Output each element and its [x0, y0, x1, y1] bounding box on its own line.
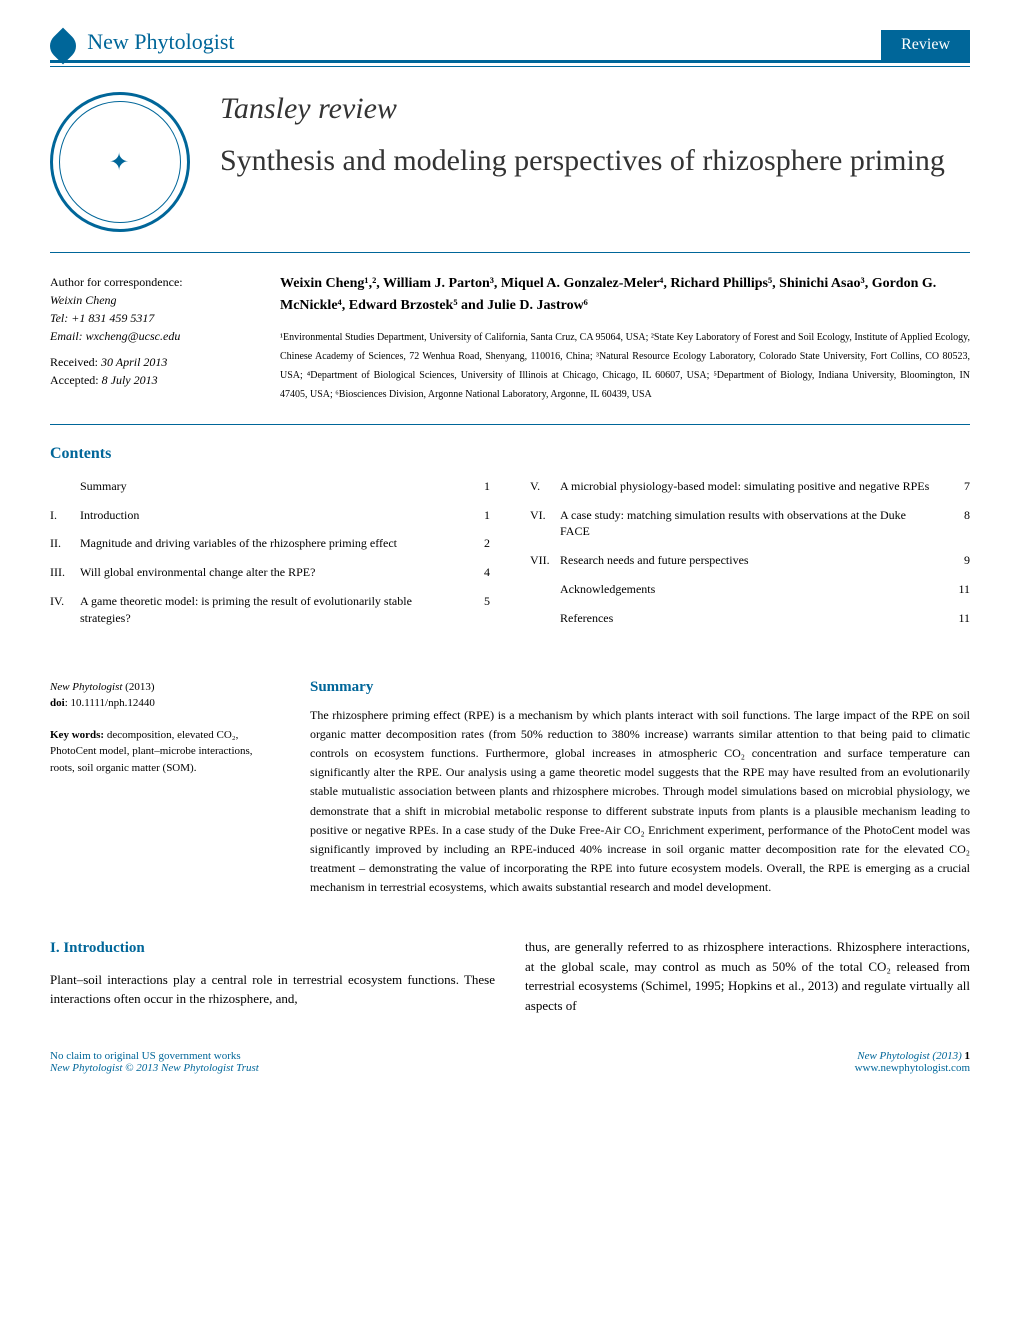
contents-page-number: 8: [950, 507, 970, 541]
header-underline: [50, 66, 970, 67]
contents-item-title: Summary: [80, 478, 470, 495]
review-badge: Review: [881, 30, 970, 60]
contents-item-title: A game theoretic model: is priming the r…: [80, 593, 470, 627]
contents-item-title: References: [560, 610, 950, 627]
keywords-block: Key words: decomposition, elevated CO₂, …: [50, 727, 280, 777]
series-title: Tansley review: [220, 92, 970, 126]
contents-number: [530, 610, 560, 627]
introduction-section: I. Introduction Plant–soil interactions …: [50, 937, 970, 1015]
footer-journal: New Phytologist (2013): [857, 1050, 962, 1062]
top-header-bar: New Phytologist Review: [50, 30, 970, 63]
contents-heading: Contents: [50, 445, 970, 463]
contents-row: VII.Research needs and future perspectiv…: [530, 552, 970, 569]
contents-col-right: V.A microbial physiology-based model: si…: [530, 478, 970, 639]
received-date: 30 April 2013: [101, 355, 167, 369]
contents-row: I.Introduction1: [50, 507, 490, 524]
title-header-section: ✦ Tansley review Synthesis and modeling …: [50, 92, 970, 232]
contents-number: [50, 478, 80, 495]
summary-text: The rhizosphere priming effect (RPE) is …: [310, 706, 970, 898]
contents-item-title: Acknowledgements: [560, 581, 950, 598]
title-block: Tansley review Synthesis and modeling pe…: [220, 92, 970, 232]
summary-content-column: Summary The rhizosphere priming effect (…: [310, 679, 970, 898]
intro-text-col2: thus, are generally referred to as rhizo…: [525, 937, 970, 1015]
contents-table: Summary1I.Introduction1II.Magnitude and …: [50, 478, 970, 639]
summary-metadata-column: New Phytologist (2013) doi: 10.1111/nph.…: [50, 679, 280, 898]
contents-row: II.Magnitude and driving variables of th…: [50, 535, 490, 552]
intro-col-left: I. Introduction Plant–soil interactions …: [50, 937, 495, 1015]
author-section: Author for correspondence: Weixin Cheng …: [50, 252, 970, 425]
contents-page-number: 7: [950, 478, 970, 495]
contents-item-title: Magnitude and driving variables of the r…: [80, 535, 470, 552]
received-label: Received:: [50, 355, 101, 369]
contents-page-number: 11: [950, 610, 970, 627]
intro-heading: I. Introduction: [50, 937, 495, 960]
correspondence-name: Weixin Cheng: [50, 291, 250, 309]
contents-number: II.: [50, 535, 80, 552]
journal-name: New Phytologist: [87, 29, 234, 54]
contents-row: V.A microbial physiology-based model: si…: [530, 478, 970, 495]
doi-label: doi: [50, 697, 65, 709]
contents-page-number: 11: [950, 581, 970, 598]
contents-page-number: 4: [470, 564, 490, 581]
contents-number: VI.: [530, 507, 560, 541]
citation-year: (2013): [125, 681, 154, 693]
contents-item-title: A microbial physiology-based model: simu…: [560, 478, 950, 495]
contents-row: VI.A case study: matching simulation res…: [530, 507, 970, 541]
correspondence-tel: Tel: +1 831 459 5317: [50, 309, 250, 327]
contents-page-number: 9: [950, 552, 970, 569]
contents-item-title: Introduction: [80, 507, 470, 524]
footer-right: New Phytologist (2013) 1 www.newphytolog…: [855, 1050, 970, 1074]
journal-new: New: [87, 29, 129, 54]
contents-number: VII.: [530, 552, 560, 569]
intro-text-col1: Plant–soil interactions play a central r…: [50, 970, 495, 1009]
contents-row: III.Will global environmental change alt…: [50, 564, 490, 581]
contents-number: I.: [50, 507, 80, 524]
contents-row: References11: [530, 610, 970, 627]
citation-journal: New Phytologist: [50, 681, 122, 693]
contents-page-number: 2: [470, 535, 490, 552]
contents-col-left: Summary1I.Introduction1II.Magnitude and …: [50, 478, 490, 639]
summary-section: New Phytologist (2013) doi: 10.1111/nph.…: [50, 679, 970, 898]
contents-page-number: 1: [470, 507, 490, 524]
contents-page-number: 1: [470, 478, 490, 495]
journal-name-block: New Phytologist: [50, 31, 235, 59]
correspondence-email: Email: wxcheng@ucsc.edu: [50, 327, 250, 345]
accepted-label: Accepted:: [50, 373, 102, 387]
contents-row: Acknowledgements11: [530, 581, 970, 598]
article-title: Synthesis and modeling perspectives of r…: [220, 141, 970, 180]
footer-url: www.newphytologist.com: [855, 1062, 970, 1074]
contents-item-title: Research needs and future perspectives: [560, 552, 950, 569]
tansley-reviews-logo: ✦: [50, 92, 190, 232]
footer-copyright2: New Phytologist © 2013 New Phytologist T…: [50, 1062, 259, 1074]
authors-list: Weixin Cheng¹,², William J. Parton³, Miq…: [280, 273, 970, 318]
tansley-logo-text: ✦: [109, 148, 131, 177]
summary-heading: Summary: [310, 679, 970, 696]
intro-col-right: thus, are generally referred to as rhizo…: [525, 937, 970, 1015]
contents-row: IV.A game theoretic model: is priming th…: [50, 593, 490, 627]
authors-block: Weixin Cheng¹,², William J. Parton³, Miq…: [280, 273, 970, 404]
affiliations: ¹Environmental Studies Department, Unive…: [280, 328, 970, 404]
contents-item-title: A case study: matching simulation result…: [560, 507, 950, 541]
footer-copyright1: No claim to original US government works: [50, 1050, 259, 1062]
accepted-date: 8 July 2013: [102, 373, 158, 387]
contents-number: V.: [530, 478, 560, 495]
leaf-icon: [45, 28, 82, 65]
citation-block: New Phytologist (2013) doi: 10.1111/nph.…: [50, 679, 280, 712]
contents-item-title: Will global environmental change alter t…: [80, 564, 470, 581]
footer-left: No claim to original US government works…: [50, 1050, 259, 1074]
contents-row: Summary1: [50, 478, 490, 495]
correspondence-block: Author for correspondence: Weixin Cheng …: [50, 273, 250, 404]
page-footer: No claim to original US government works…: [50, 1050, 970, 1074]
correspondence-label: Author for correspondence:: [50, 273, 250, 291]
contents-number: III.: [50, 564, 80, 581]
contents-section: Contents Summary1I.Introduction1II.Magni…: [50, 445, 970, 639]
page-number: 1: [965, 1050, 971, 1062]
contents-number: IV.: [50, 593, 80, 627]
journal-phyto: Phytologist: [134, 29, 234, 54]
contents-number: [530, 581, 560, 598]
contents-page-number: 5: [470, 593, 490, 627]
keywords-label: Key words:: [50, 729, 104, 741]
doi-value: : 10.1111/nph.12440: [65, 697, 155, 709]
